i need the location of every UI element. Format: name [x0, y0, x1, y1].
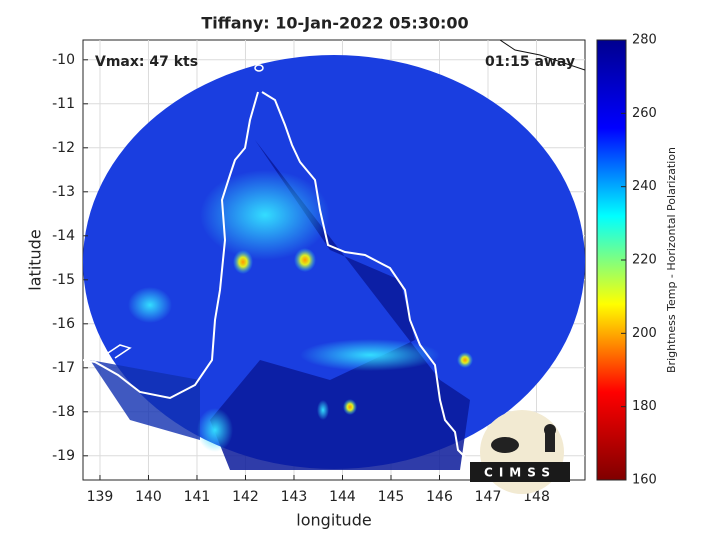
y-tick-label: -15: [52, 272, 75, 288]
y-tick-label: -12: [52, 140, 75, 156]
logo-band: [470, 462, 570, 482]
annotation: 01:15 away: [485, 54, 575, 70]
x-tick-label: 147: [475, 489, 502, 505]
coastline: [104, 344, 132, 359]
colorbar-tick-label: 220: [632, 253, 657, 268]
y-tick-label: -18: [52, 404, 75, 420]
logo-icon: [491, 437, 519, 453]
y-tick-label: -16: [52, 316, 75, 332]
cloud: [128, 287, 172, 323]
chart-title: Tiffany: 10-Jan-2022 05:30:00: [201, 14, 468, 33]
y-tick-label: -11: [52, 96, 75, 112]
y-tick-label: -19: [52, 448, 75, 464]
axes: 139 140 141 142 143 144 145 146 147 148-10-11-12-…: [52, 52, 550, 505]
cloud: [197, 408, 233, 452]
cold-region: [210, 140, 470, 470]
x-tick-label: 139: [87, 489, 114, 505]
x-tick-label: 143: [281, 489, 308, 505]
colorbar-tick-label: 280: [632, 33, 657, 48]
logo-text: CIMSS: [484, 466, 556, 480]
logo: CIMSS: [470, 410, 570, 494]
coastline: [83, 91, 259, 400]
colorbar-tick-label: 260: [632, 106, 657, 121]
cloud: [317, 400, 329, 420]
cloud: [300, 339, 440, 371]
colorbar-tick-label: 180: [632, 399, 657, 414]
x-axis-label: longitude: [296, 511, 371, 530]
logo-icon: [544, 424, 556, 436]
convection: [457, 352, 473, 368]
x-tick-label: 146: [426, 489, 453, 505]
convection: [343, 399, 357, 415]
cold-region: [90, 360, 200, 440]
x-tick-label: 140: [135, 489, 162, 505]
y-tick-label: -14: [52, 228, 75, 244]
island: [254, 64, 264, 72]
logo-icon: [545, 432, 555, 452]
cloud: [200, 170, 330, 260]
coastline: [261, 91, 471, 463]
colorbar-tick-label: 160: [632, 473, 657, 488]
y-tick-label: -10: [52, 52, 75, 68]
y-tick-label: -13: [52, 184, 75, 200]
y-axis-label: latitude: [26, 229, 45, 290]
convection: [233, 250, 253, 274]
annotation: Vmax: 47 kts: [95, 54, 198, 70]
x-tick-label: 141: [184, 489, 211, 505]
convection: [294, 248, 316, 272]
colorbar-label: Brightness Temp - Horizontal Polarizatio…: [665, 147, 678, 373]
imagery: [83, 40, 585, 470]
x-tick-label: 144: [329, 489, 356, 505]
x-tick-label: 142: [232, 489, 259, 505]
x-tick-label: 145: [378, 489, 405, 505]
colorbar-tick-label: 200: [632, 326, 657, 341]
colorbar-tick-label: 240: [632, 179, 657, 194]
y-tick-label: -17: [52, 360, 75, 376]
coastline: [499, 40, 585, 71]
